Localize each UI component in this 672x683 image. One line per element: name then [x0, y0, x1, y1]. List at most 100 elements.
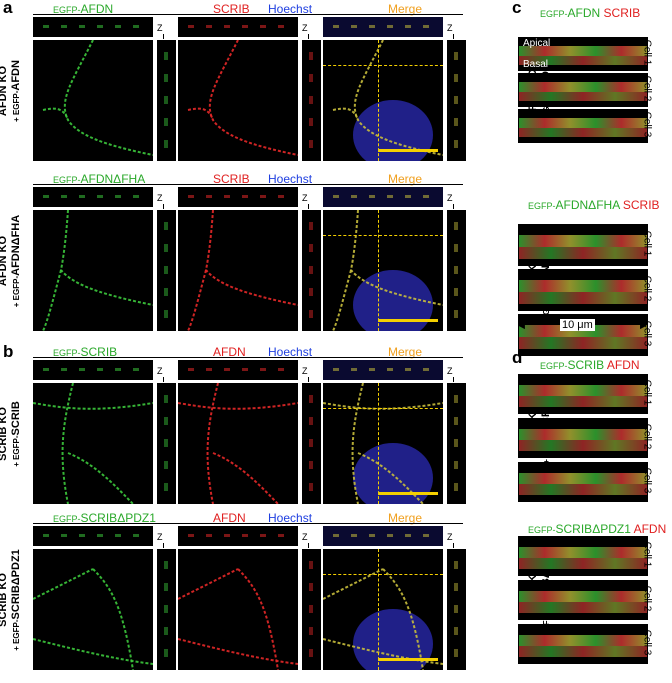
xz-signal-band: [519, 55, 647, 66]
xz-speck: [369, 368, 375, 371]
row-label-line2: + EGFP-AFDN: [10, 29, 23, 153]
sideview-header-prefix: EGFP-: [540, 361, 568, 371]
sideview-header: EGFP-SCRIBΔPDZ1 AFDN: [528, 522, 666, 536]
z-label: Z: [157, 193, 163, 203]
z-tick: [453, 543, 454, 548]
yz-speck: [164, 222, 168, 230]
cell-label: Cell 3: [641, 111, 653, 138]
yz-speck: [164, 583, 168, 591]
xz-cell-image: [518, 269, 648, 311]
yz-speck: [164, 605, 168, 613]
xz-strip: [323, 360, 443, 380]
yz-strip: [157, 383, 176, 504]
xz-speck: [61, 368, 67, 371]
xz-speck: [206, 368, 212, 371]
channel-header-name: Merge: [388, 2, 423, 16]
membrane-signal: [187, 210, 298, 331]
sideview-header-green: SCRIB: [567, 358, 605, 372]
membrane-signal: [332, 210, 443, 331]
z-tick: [308, 377, 309, 382]
row-label-line1: AFDN KO: [0, 65, 9, 117]
xz-speck: [224, 534, 230, 537]
z-label: Z: [447, 532, 453, 542]
yz-speck: [454, 118, 458, 126]
yz-speck: [164, 461, 168, 469]
yz-strip: [447, 210, 466, 331]
confocal-image: [178, 549, 298, 670]
row-label-line1: SCRIB KO: [0, 407, 9, 461]
cell-label: Cell 2: [641, 75, 653, 102]
xz-speck: [43, 534, 49, 537]
membrane-signal: [187, 40, 298, 156]
xz-speck: [333, 25, 339, 28]
yz-speck: [164, 439, 168, 447]
xz-signal-band: [519, 91, 647, 102]
scale-left-arrow: ◀: [518, 320, 525, 330]
xz-signal-band: [519, 127, 647, 138]
yz-speck: [164, 627, 168, 635]
crosshair-vertical: [378, 40, 379, 161]
xz-signal-band: [519, 439, 647, 452]
xz-signal-band: [519, 483, 647, 496]
xz-speck: [188, 195, 194, 198]
xz-speck: [423, 368, 429, 371]
xz-strip: [178, 526, 298, 546]
yz-speck: [454, 417, 458, 425]
z-tick: [163, 543, 164, 548]
xz-speck: [133, 534, 139, 537]
z-label: Z: [447, 193, 453, 203]
yz-speck: [454, 74, 458, 82]
xz-speck: [278, 534, 284, 537]
yz-strip: [447, 383, 466, 504]
xz-speck: [61, 534, 67, 537]
xz-speck: [133, 368, 139, 371]
xz-speck: [405, 534, 411, 537]
xz-speck: [206, 195, 212, 198]
xz-speck: [224, 25, 230, 28]
z-label: Z: [302, 23, 308, 33]
xz-speck: [242, 25, 248, 28]
xz-speck: [79, 534, 85, 537]
confocal-image: [323, 383, 443, 504]
scale-bar: [378, 492, 438, 495]
cell-label: Cell 2: [641, 585, 653, 612]
z-label: Z: [302, 366, 308, 376]
channel-header-name: SCRIB: [213, 172, 250, 186]
yz-speck: [309, 561, 313, 569]
yz-speck: [164, 649, 168, 657]
confocal-image: [323, 40, 443, 161]
yz-strip: [157, 40, 176, 161]
channel-header-1: AFDN: [213, 345, 246, 359]
xz-speck: [351, 195, 357, 198]
xz-signal-band: [519, 395, 647, 408]
apical-label: Apical: [523, 38, 551, 49]
yz-strip: [157, 210, 176, 331]
yz-speck: [164, 140, 168, 148]
xz-speck: [79, 195, 85, 198]
sideview-header: EGFP-SCRIB AFDN: [540, 358, 640, 372]
yz-speck: [164, 395, 168, 403]
channel-header-name: AFDNΔFHA: [80, 172, 146, 186]
xz-strip: [33, 360, 153, 380]
xz-signal-band: [519, 118, 647, 128]
confocal-image: [33, 40, 153, 161]
xz-strip: [33, 526, 153, 546]
row-label-name: SCRIB: [10, 401, 22, 436]
sideview-header: EGFP-AFDN SCRIB: [540, 6, 640, 20]
yz-speck: [454, 395, 458, 403]
z-label: Z: [157, 532, 163, 542]
sideview-header-prefix: EGFP-: [528, 525, 556, 535]
z-label: Z: [157, 366, 163, 376]
scale-bar: [378, 658, 438, 661]
cell-label: Cell 1: [641, 230, 653, 257]
yz-speck: [164, 310, 168, 318]
crosshair-horizontal: [323, 574, 443, 575]
channel-header-1: SCRIB: [213, 172, 250, 186]
xz-speck: [115, 25, 121, 28]
scale-bar: [378, 319, 438, 322]
yz-speck: [309, 222, 313, 230]
sideview-header-red: AFDN: [606, 358, 640, 372]
xz-speck: [188, 368, 194, 371]
sideview-header-prefix: EGFP-: [540, 9, 568, 19]
xz-strip: [323, 526, 443, 546]
